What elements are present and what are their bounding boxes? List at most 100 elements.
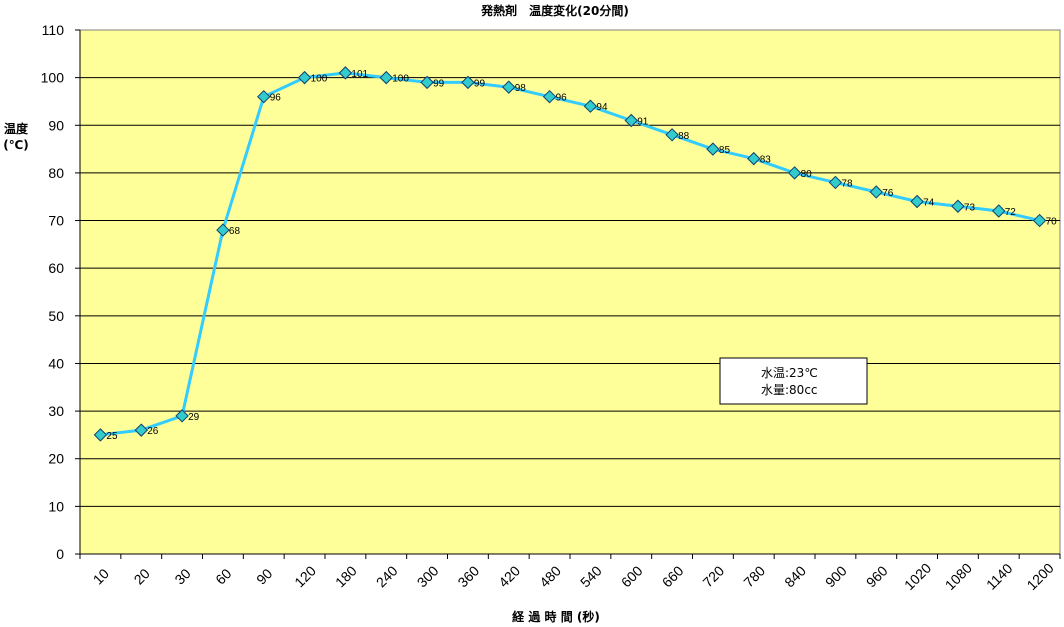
data-label: 70 [1046,217,1058,228]
data-label: 74 [923,197,935,208]
x-tick-label: 360 [454,562,482,590]
x-tick-label: 480 [536,562,564,590]
data-point-marker [1032,213,1047,228]
x-tick-label: 420 [495,562,523,590]
y-tick-label: 70 [48,213,64,229]
data-point-marker [216,223,230,237]
y-tick-label: 10 [48,498,64,514]
note-water-temp: 水温:23℃ [761,366,818,380]
data-point-marker [787,166,802,180]
data-label: 72 [1005,207,1017,218]
x-tick-label: 60 [212,565,234,587]
data-point-marker [502,80,516,94]
plot-area [79,29,1061,555]
y-tick-label: 30 [48,403,64,419]
y-tick-labels: 0 10 20 30 40 50 60 70 80 90 100 110 [41,22,65,562]
data-point-marker [134,423,148,437]
data-label: 85 [719,145,731,156]
axes [75,29,1061,559]
x-tick-labels: 10 20 30 60 90 120 180 240 300 360 420 480 540 600 660… [90,560,1057,593]
chart-title: 発熱剤 温度変化(20分間) [480,3,629,18]
x-tick-label: 1080 [942,560,975,593]
x-tick-label: 20 [131,565,153,587]
x-tick-label: 90 [253,565,275,587]
note-box: 水温:23℃ 水量:80cc [719,357,868,405]
x-tick-label: 180 [332,562,360,590]
data-label: 99 [433,78,445,89]
data-label: 88 [678,131,690,142]
data-label: 73 [964,202,976,213]
data-markers [93,66,1047,442]
y-axis-title-line1: 温度 [4,121,29,136]
x-tick-label: 120 [291,562,319,590]
y-tick-label: 20 [48,451,64,467]
y-tick-label: 50 [48,308,64,324]
x-tick-label: 10 [90,565,112,587]
y-tick-label: 0 [56,546,64,562]
y-axis-title-line2: (℃) [3,138,29,152]
data-point-marker [706,142,720,156]
data-label: 91 [637,117,649,128]
x-tick-label: 660 [659,562,687,590]
data-label: 100 [392,74,409,85]
x-tick-label: 780 [740,562,768,590]
y-tick-label: 40 [48,355,64,371]
x-tick-label: 240 [373,562,401,590]
data-point-marker [420,75,434,90]
data-label: 96 [556,93,568,104]
data-label: 78 [841,178,853,189]
data-point-marker [257,89,271,104]
x-tick-label: 540 [577,562,605,590]
data-point-marker [624,113,638,128]
series-line [100,71,1040,437]
data-label: 26 [147,426,159,437]
data-label: 29 [188,412,200,423]
data-point-marker [93,428,108,442]
data-label: 68 [229,226,241,237]
data-point-marker [828,175,843,190]
x-tick-label: 1200 [1023,560,1056,593]
x-tick-label: 1140 [983,560,1016,593]
data-label: 94 [596,102,608,113]
y-tick-label: 100 [41,70,65,86]
data-point-marker [379,70,393,85]
data-label: 25 [106,431,118,442]
y-tick-label: 60 [48,260,64,276]
data-label: 96 [270,93,282,104]
data-label: 76 [882,188,894,199]
data-point-marker [747,151,761,166]
y-tick-label: 80 [48,165,64,181]
data-point-marker [175,409,189,423]
data-label: 80 [801,169,813,180]
x-axis-title: 経 過 時 間 (秒) [512,609,600,624]
data-label: 99 [474,78,486,89]
x-tick-label: 960 [863,562,891,590]
data-point-marker [910,194,924,209]
data-point-marker [869,185,883,199]
data-label: 100 [311,74,328,85]
data-point-marker [992,204,1006,218]
data-point-marker [583,99,598,113]
x-tick-label: 600 [618,562,646,590]
data-point-marker [951,199,965,213]
data-point-marker [297,70,312,85]
x-tick-label: 900 [822,562,850,590]
x-tick-label: 720 [699,562,727,590]
x-tick-label: 30 [171,565,193,587]
note-water-volume: 水量:80cc [761,383,818,397]
data-label: 83 [760,155,772,166]
data-label: 101 [351,69,368,80]
data-labels: 25 26 29 68 96 100 101 100 99 99 98 96 94 91 88 85 83 80 7… [106,69,1057,442]
data-label: 98 [515,83,527,94]
data-point-marker [542,89,557,104]
data-point-marker [461,75,475,90]
x-tick-label: 1020 [901,560,934,593]
x-tick-label: 840 [781,562,809,590]
y-tick-label: 90 [48,117,64,133]
gridlines [80,77,1060,507]
y-tick-label: 110 [42,22,65,38]
data-point-marker [665,128,679,142]
data-point-marker [338,66,353,80]
x-tick-label: 300 [414,562,442,590]
